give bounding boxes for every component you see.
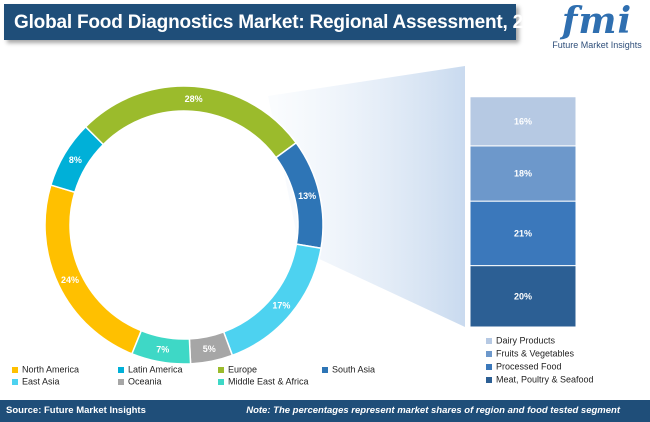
- legend-label: Dairy Products: [496, 335, 556, 346]
- footer-bar: Source: Future Market Insights Note: The…: [0, 400, 650, 422]
- connector-panel: [268, 66, 465, 327]
- logo-wordmark: fmi: [561, 0, 633, 42]
- logo-caption: Future Market Insights: [552, 40, 642, 50]
- donut-slice-east-asia: [222, 243, 322, 357]
- legend-swatch: [118, 378, 124, 385]
- bar-label-processed-food: 21%: [514, 228, 532, 238]
- legend-swatch: [486, 376, 492, 383]
- legend-label: Europe: [228, 364, 258, 375]
- legend-item-middle-east-and-africa: Middle East & Africa: [218, 376, 309, 388]
- bar-label-meat-poultry-and-seafood: 20%: [514, 291, 532, 301]
- legend-item-europe: Europe: [218, 364, 257, 376]
- legend-item-dairy-products: Dairy Products: [486, 335, 555, 347]
- donut-label-east-asia: 17%: [272, 301, 290, 311]
- donut-slice-middle-east-and-africa: [130, 329, 192, 365]
- legend-label: Fruits & Vegetables: [496, 348, 575, 359]
- legend-label: East Asia: [22, 376, 60, 387]
- donut-label-latin-america: 8%: [69, 155, 82, 165]
- donut-label-middle-east-and-africa: 7%: [156, 345, 169, 355]
- legend-swatch: [486, 337, 492, 344]
- stacked-bar-chart: 20% 21% 18% 16%: [469, 96, 577, 328]
- footer-source: Source: Future Market Insights: [6, 405, 146, 416]
- legend-swatch: [218, 378, 224, 385]
- donut-label-north-america: 24%: [61, 275, 79, 285]
- legend-label: Meat, Poultry & Seafood: [496, 374, 594, 385]
- legend-item-processed-food: Processed Food: [486, 361, 562, 373]
- legend-swatch: [322, 366, 328, 373]
- legend-swatch: [12, 378, 18, 385]
- legend-swatch: [118, 366, 124, 373]
- legend-swatch: [12, 366, 18, 373]
- legend-label: Latin America: [128, 364, 183, 375]
- legend-label: South Asia: [332, 364, 376, 375]
- legend-item-south-asia: South Asia: [322, 364, 375, 376]
- footer-note: Note: The percentages represent market s…: [246, 405, 620, 416]
- bar-segment-meat-poultry-and-seafood: [469, 265, 577, 328]
- legend-item-oceania: Oceania: [118, 376, 162, 388]
- bar-label-dairy-products: 16%: [514, 116, 532, 126]
- donut-slice-north-america: [44, 184, 143, 355]
- fmi-logo: fmi Future Market Insights: [546, 2, 648, 54]
- legend-swatch: [486, 350, 492, 357]
- legend-item-north-america: North America: [12, 364, 79, 376]
- title-banner: Global Food Diagnostics Market: Regional…: [4, 4, 554, 40]
- legend-label: Middle East & Africa: [228, 376, 309, 387]
- donut-label-europe: 28%: [185, 94, 203, 104]
- legend-label: North America: [22, 364, 80, 375]
- bar-segment-processed-food: [469, 200, 577, 267]
- legend-item-fruits-and-vegetables: Fruits & Vegetables: [486, 348, 574, 360]
- legend-item-meat-poultry-and-seafood: Meat, Poultry & Seafood: [486, 374, 594, 386]
- legend-swatch: [218, 366, 224, 373]
- donut-label-oceania: 5%: [203, 344, 216, 354]
- donut-chart: 24% 8% 28% 13% 17% 5% 7%: [44, 85, 324, 365]
- bar-segment-dairy-products: [469, 96, 577, 147]
- legend-swatch: [486, 363, 492, 370]
- bar-label-fruits-and-vegetables: 18%: [514, 169, 532, 179]
- donut-label-south-asia: 13%: [298, 191, 316, 201]
- legend-item-latin-america: Latin America: [118, 364, 183, 376]
- legend-label: Oceania: [128, 376, 162, 387]
- chart-title: Global Food Diagnostics Market: Regional…: [14, 12, 555, 33]
- legend-item-east-asia: East Asia: [12, 376, 60, 388]
- legend-label: Processed Food: [496, 361, 562, 372]
- bar-segment-fruits-and-vegetables: [469, 145, 577, 202]
